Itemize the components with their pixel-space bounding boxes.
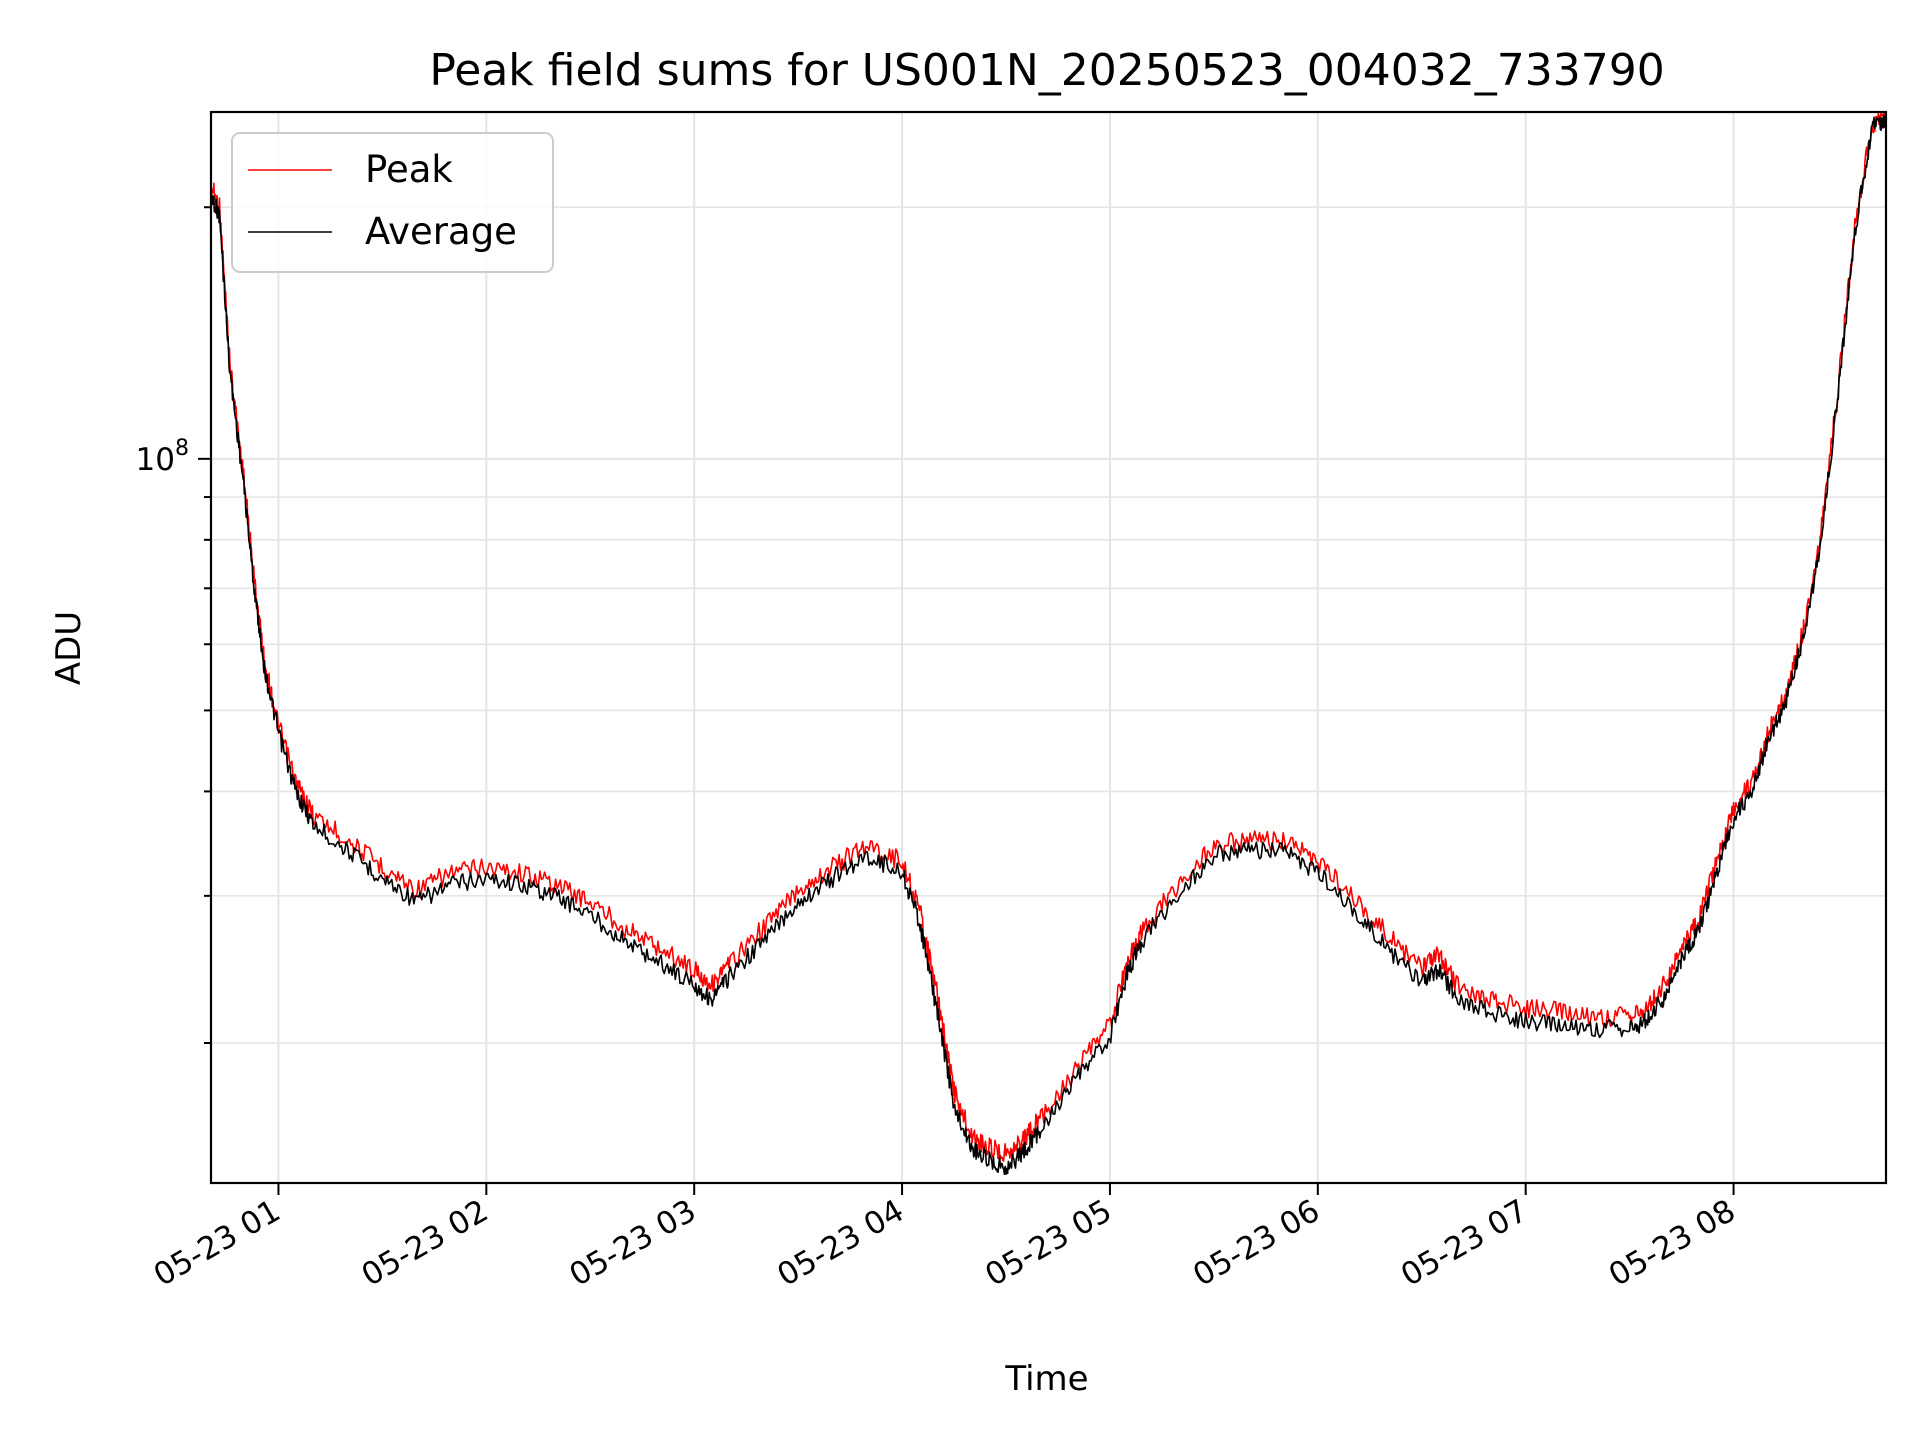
y-tick-label-base: 10: [136, 442, 175, 478]
y-axis-label: ADU: [49, 611, 89, 685]
plot-area: [209, 110, 1888, 1185]
legend-box: [231, 132, 554, 273]
gridlines: [211, 112, 1886, 1183]
y-tick-label-exponent: 8: [175, 436, 189, 461]
x-axis-label: Time: [1004, 1359, 1088, 1399]
chart-title: Peak field sums for US001N_20250523_0040…: [429, 45, 1664, 96]
legend-label-average: Average: [365, 210, 517, 253]
y-tick-label: 108: [136, 436, 189, 478]
series-line-peak: [211, 112, 1886, 1162]
plot-background: [211, 112, 1886, 1183]
series-line-average: [211, 114, 1886, 1176]
legend-label-peak: Peak: [365, 148, 453, 191]
y-axis: 108: [136, 206, 211, 1045]
series-layer: [211, 112, 1886, 1176]
legend: Peak Average: [231, 132, 554, 273]
axes-frame: [209, 110, 1888, 1185]
